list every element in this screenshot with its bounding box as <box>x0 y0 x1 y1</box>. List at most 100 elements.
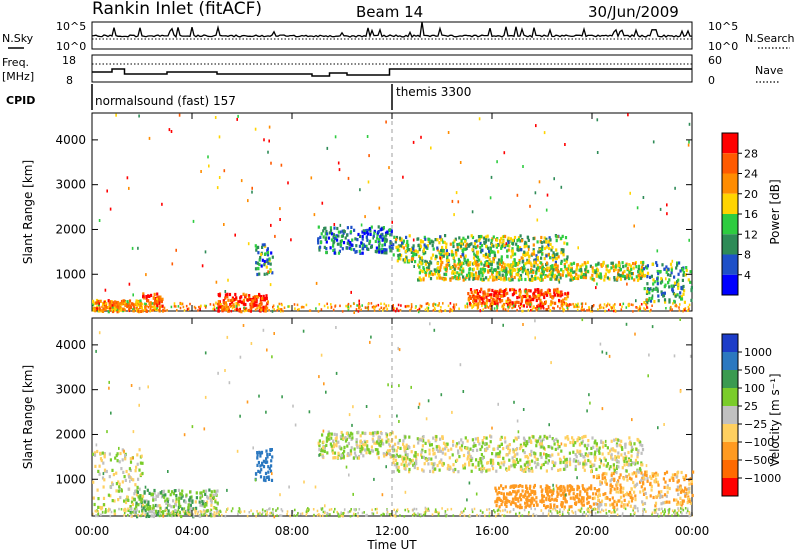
heatmap-cell <box>538 180 541 184</box>
heatmap-cell <box>628 462 631 466</box>
heatmap-cell <box>513 490 516 494</box>
heatmap-cell <box>565 302 567 305</box>
heatmap-cell <box>267 465 270 469</box>
heatmap-cell <box>98 219 101 222</box>
heatmap-cell <box>610 261 613 265</box>
heatmap-cell <box>99 299 102 303</box>
heatmap-cell <box>325 514 328 517</box>
heatmap-cell <box>537 290 540 294</box>
heatmap-cell <box>175 494 178 498</box>
heatmap-cell <box>129 468 132 472</box>
heatmap-cell <box>134 489 137 493</box>
heatmap-cell <box>406 456 409 460</box>
heatmap-cell <box>433 462 436 466</box>
heatmap-cell <box>123 499 126 503</box>
heatmap-cell <box>92 496 95 500</box>
heatmap-cell <box>215 506 218 511</box>
heatmap-cell <box>425 260 428 264</box>
heatmap-cell <box>520 297 524 301</box>
heatmap-cell <box>653 472 656 476</box>
heatmap-cell <box>96 488 99 492</box>
heatmap-cell <box>231 306 234 310</box>
heatmap-cell <box>567 264 570 268</box>
heatmap-cell <box>517 460 520 464</box>
heatmap-cell <box>432 304 434 307</box>
heatmap-cell <box>615 459 618 463</box>
heatmap-cell <box>563 488 566 492</box>
heatmap-cell <box>556 287 559 291</box>
heatmap-cell <box>545 484 548 488</box>
heatmap-cell <box>514 252 517 256</box>
heatmap-cell <box>679 490 683 494</box>
heatmap-cell <box>639 305 641 308</box>
heatmap-cell <box>427 308 429 311</box>
heatmap-cell <box>564 493 567 497</box>
heatmap-cell <box>324 226 327 230</box>
heatmap-cell <box>250 307 252 310</box>
heatmap-cell <box>363 244 366 248</box>
heatmap-cell <box>489 275 492 279</box>
heatmap-cell <box>606 276 609 280</box>
heatmap-cell <box>179 306 182 310</box>
heatmap-cell <box>435 269 438 274</box>
heatmap-cell <box>486 234 489 238</box>
heatmap-cell <box>603 278 606 282</box>
heatmap-cell <box>588 514 591 517</box>
heatmap-cell <box>236 449 239 453</box>
heatmap-cell <box>243 309 246 313</box>
heatmap-cell <box>438 310 441 313</box>
heatmap-cell <box>153 301 156 306</box>
heatmap-cell <box>666 203 668 207</box>
heatmap-cell <box>526 487 529 491</box>
heatmap-cell <box>427 306 430 310</box>
heatmap-cell <box>617 263 621 267</box>
heatmap-cell <box>374 431 377 435</box>
heatmap-cell <box>462 236 465 240</box>
heatmap-cell <box>258 292 261 297</box>
heatmap-cell <box>423 235 426 239</box>
heatmap-cell <box>377 240 380 244</box>
heatmap-cell <box>460 272 463 276</box>
heatmap-cell <box>505 501 508 505</box>
heatmap-cell <box>388 448 392 453</box>
heatmap-cell <box>354 237 357 241</box>
heatmap-cell <box>318 375 320 379</box>
heatmap-cell <box>404 450 407 454</box>
heatmap-cell <box>583 308 585 311</box>
heatmap-cell <box>591 277 594 281</box>
heatmap-cell <box>454 271 457 275</box>
heatmap-cell <box>135 493 139 497</box>
heatmap-cell <box>324 504 326 508</box>
heatmap-cell <box>308 410 311 414</box>
heatmap-cell <box>511 287 514 292</box>
heatmap-cell <box>266 258 269 262</box>
heatmap-cell <box>640 461 643 465</box>
heatmap-cell <box>445 249 448 253</box>
heatmap-cell <box>613 438 616 442</box>
heatmap-cell <box>257 469 260 473</box>
heatmap-cell <box>562 455 566 459</box>
heatmap-cell <box>518 268 521 272</box>
heatmap-cell <box>179 504 182 508</box>
heatmap-cell <box>598 457 601 461</box>
heatmap-cell <box>672 302 674 305</box>
heatmap-cell <box>633 224 635 228</box>
heatmap-cell <box>531 252 534 256</box>
heatmap-cell <box>502 456 505 461</box>
heatmap-cell <box>111 482 114 487</box>
heatmap-cell <box>610 439 613 443</box>
heatmap-cell <box>446 467 449 471</box>
heatmap-cell <box>591 436 594 440</box>
heatmap-cell <box>502 304 505 308</box>
heatmap-cell <box>331 449 334 453</box>
heatmap-cell <box>476 448 479 452</box>
heatmap-cell <box>553 177 555 181</box>
heatmap-cell <box>541 278 544 282</box>
heatmap-cell <box>651 304 653 307</box>
heatmap-cell <box>534 336 536 340</box>
heatmap-cell <box>273 308 275 311</box>
heatmap-cell <box>165 506 168 510</box>
heatmap-cell <box>370 302 373 305</box>
heatmap-cell <box>392 454 395 458</box>
heatmap-cell <box>398 253 401 257</box>
